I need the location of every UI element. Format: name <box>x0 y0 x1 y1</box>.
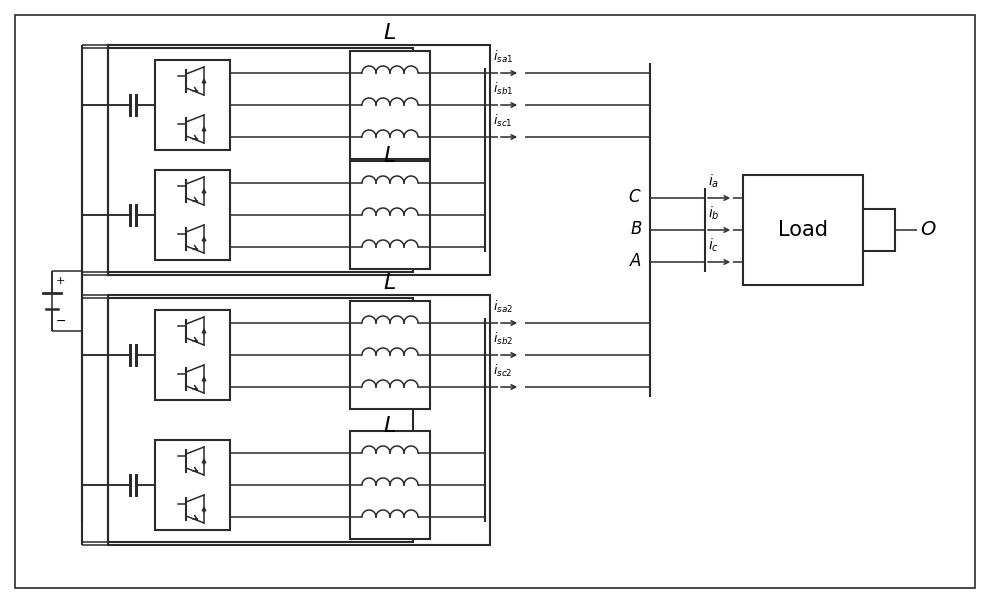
Text: $i_{sb2}$: $i_{sb2}$ <box>493 331 513 347</box>
Bar <box>155 440 230 530</box>
Text: $i_{sa1}$: $i_{sa1}$ <box>493 49 513 65</box>
Bar <box>155 310 230 400</box>
Bar <box>108 48 413 272</box>
Text: $L$: $L$ <box>383 272 397 294</box>
Text: $C$: $C$ <box>628 189 642 206</box>
Text: $i_b$: $i_b$ <box>708 204 720 222</box>
Text: $i_a$: $i_a$ <box>708 172 719 190</box>
Text: $i_c$: $i_c$ <box>708 236 719 254</box>
Text: $i_{sc2}$: $i_{sc2}$ <box>493 363 512 379</box>
Text: $i_{sc1}$: $i_{sc1}$ <box>493 113 513 129</box>
Bar <box>863 209 895 251</box>
Bar <box>350 301 430 409</box>
Bar <box>350 161 430 269</box>
Bar <box>108 45 490 275</box>
Text: $B$: $B$ <box>630 221 642 239</box>
Text: $i_{sa2}$: $i_{sa2}$ <box>493 299 513 315</box>
Bar <box>743 175 863 285</box>
Bar <box>155 170 230 260</box>
Bar <box>108 298 413 542</box>
Text: $L$: $L$ <box>383 415 397 437</box>
Text: $L$: $L$ <box>383 145 397 167</box>
Text: −: − <box>56 315 66 327</box>
Text: Load: Load <box>778 220 828 240</box>
Text: $L$: $L$ <box>383 22 397 44</box>
Text: $A$: $A$ <box>629 253 642 271</box>
Bar <box>350 51 430 159</box>
Bar <box>350 431 430 539</box>
Text: $O$: $O$ <box>920 221 937 239</box>
Text: $i_{sb1}$: $i_{sb1}$ <box>493 81 513 97</box>
Bar <box>155 60 230 150</box>
Text: +: + <box>56 276 65 286</box>
Bar <box>108 295 490 545</box>
